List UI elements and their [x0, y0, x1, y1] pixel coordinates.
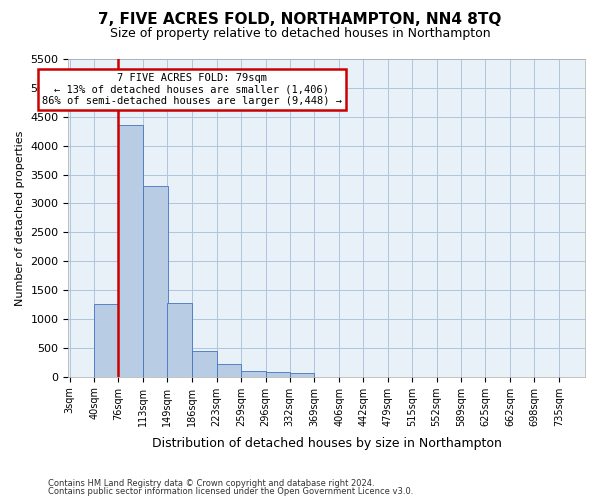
Text: Size of property relative to detached houses in Northampton: Size of property relative to detached ho… [110, 28, 490, 40]
Bar [192, 350, 217, 376]
Text: Contains public sector information licensed under the Open Government Licence v3: Contains public sector information licen… [48, 487, 413, 496]
Text: Contains HM Land Registry data © Crown copyright and database right 2024.: Contains HM Land Registry data © Crown c… [48, 478, 374, 488]
Bar [290, 372, 314, 376]
Text: 7, FIVE ACRES FOLD, NORTHAMPTON, NN4 8TQ: 7, FIVE ACRES FOLD, NORTHAMPTON, NN4 8TQ [98, 12, 502, 28]
Bar [167, 303, 192, 376]
Bar [217, 364, 241, 376]
X-axis label: Distribution of detached houses by size in Northampton: Distribution of detached houses by size … [152, 437, 502, 450]
Y-axis label: Number of detached properties: Number of detached properties [15, 130, 25, 306]
Bar [241, 371, 266, 376]
Bar [143, 186, 168, 376]
Bar [94, 304, 119, 376]
Bar [118, 126, 143, 376]
Bar [266, 372, 290, 376]
Text: 7 FIVE ACRES FOLD: 79sqm
← 13% of detached houses are smaller (1,406)
86% of sem: 7 FIVE ACRES FOLD: 79sqm ← 13% of detach… [42, 73, 342, 106]
